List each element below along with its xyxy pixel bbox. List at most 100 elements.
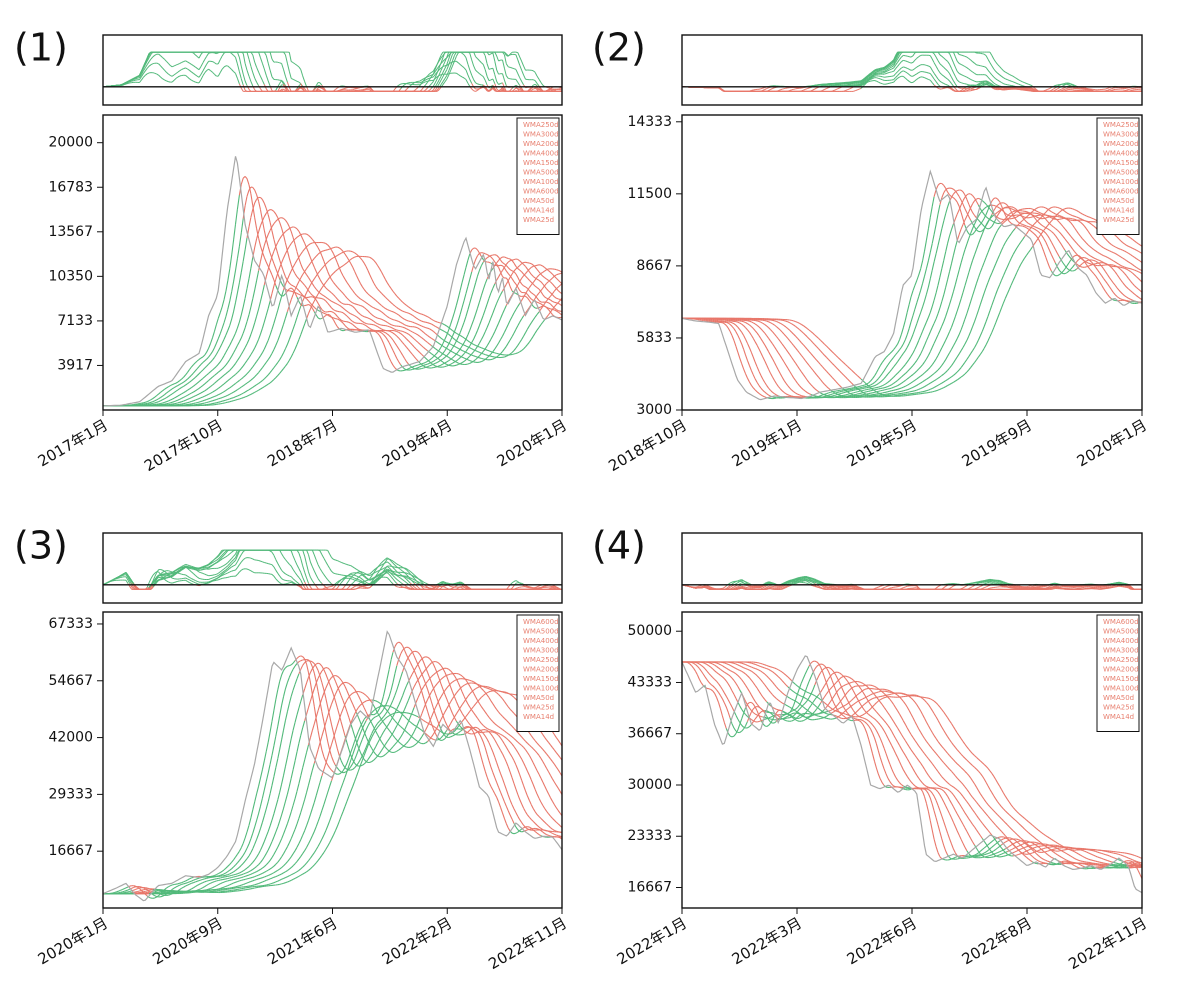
ma-segment xyxy=(525,286,528,289)
oscillator-segment xyxy=(442,52,446,58)
ma-segment xyxy=(221,299,225,308)
ma-segment xyxy=(290,284,294,287)
ma-segment xyxy=(185,402,188,404)
oscillator-segment xyxy=(296,88,300,92)
ma-segment xyxy=(233,399,236,402)
ma-segment xyxy=(206,356,209,360)
ma-segment xyxy=(212,390,215,393)
ma-segment xyxy=(189,392,192,395)
ma-segment xyxy=(544,300,548,304)
oscillator-segment xyxy=(467,82,471,87)
ma-segment xyxy=(185,372,188,376)
ma-segment xyxy=(256,389,259,392)
ma-segment xyxy=(525,328,528,333)
ma-segment xyxy=(507,273,511,277)
oscillator-segment xyxy=(204,55,208,60)
ma-segment xyxy=(415,358,419,362)
oscillator-segment xyxy=(421,86,425,90)
ma-segment xyxy=(236,195,240,210)
ma-segment xyxy=(356,295,359,298)
ma-segment xyxy=(273,279,277,287)
ma-segment xyxy=(281,233,284,237)
ma-segment xyxy=(319,317,323,320)
ma-segment xyxy=(300,329,304,335)
ma-segment xyxy=(185,383,188,386)
oscillator-segment xyxy=(502,59,505,69)
ma-segment xyxy=(551,290,555,295)
ma-segment xyxy=(534,276,538,281)
ma-segment xyxy=(417,318,421,321)
ma-segment xyxy=(233,332,237,338)
oscillator-segment xyxy=(248,59,252,67)
ma-segment xyxy=(503,267,507,272)
oscillator-segment xyxy=(419,82,423,86)
oscillator-segment xyxy=(296,80,300,83)
ma-segment xyxy=(235,381,238,384)
ma-segment xyxy=(233,396,236,399)
oscillator-segment xyxy=(144,73,148,76)
ma-segment xyxy=(534,285,538,289)
ma-segment xyxy=(411,309,415,312)
oscillator-segment xyxy=(503,87,507,92)
ma-segment xyxy=(265,238,269,247)
ma-segment xyxy=(206,393,209,396)
ma-segment xyxy=(421,330,425,333)
ma-segment xyxy=(348,299,352,303)
ma-segment xyxy=(177,383,181,386)
ma-segment xyxy=(383,319,386,322)
ma-segment xyxy=(458,333,461,336)
ma-segment xyxy=(417,312,421,315)
ma-segment xyxy=(519,263,523,266)
ma-segment xyxy=(296,256,300,261)
ma-segment xyxy=(261,321,265,329)
ma-segment xyxy=(254,198,258,204)
ma-segment xyxy=(483,353,486,356)
ma-segment xyxy=(171,383,175,386)
ma-segment xyxy=(369,318,373,321)
oscillator-segment xyxy=(193,72,196,76)
ma-segment xyxy=(394,333,398,337)
oscillator-segment xyxy=(261,63,265,70)
ma-segment xyxy=(500,259,503,263)
ma-segment xyxy=(396,358,400,363)
oscillator-segment xyxy=(479,60,482,63)
ma-segment xyxy=(371,319,375,322)
ma-segment xyxy=(515,345,519,349)
ma-segment xyxy=(515,352,518,355)
ma-segment xyxy=(373,315,376,318)
oscillator-segment xyxy=(238,83,242,89)
ma-segment xyxy=(191,396,194,399)
ma-segment xyxy=(275,272,279,280)
ma-segment xyxy=(338,319,342,322)
oscillator-segment xyxy=(265,88,269,92)
oscillator-segment xyxy=(469,69,473,76)
ma-segment xyxy=(384,347,388,354)
ma-segment xyxy=(173,386,177,389)
ma-segment xyxy=(432,354,436,357)
ma-segment xyxy=(177,394,181,397)
ma-segment xyxy=(267,356,271,361)
ma-segment xyxy=(352,251,355,254)
ma-segment xyxy=(413,338,417,342)
ma-segment xyxy=(421,320,424,323)
ma-segment xyxy=(515,292,519,296)
ma-segment xyxy=(183,384,186,387)
ma-segment xyxy=(486,354,490,357)
ma-segment xyxy=(223,395,227,398)
ma-segment xyxy=(517,281,521,286)
ma-segment xyxy=(189,397,192,400)
ma-segment xyxy=(284,344,288,350)
ma-segment xyxy=(530,298,534,301)
ma-segment xyxy=(396,320,400,323)
ma-segment xyxy=(471,289,475,297)
oscillator-segment xyxy=(235,73,238,79)
ma-segment xyxy=(196,359,200,362)
ma-segment xyxy=(323,310,326,313)
oscillator-segment xyxy=(167,62,171,66)
ma-segment xyxy=(419,319,423,322)
ma-segment xyxy=(321,294,325,297)
ma-segment xyxy=(146,400,150,403)
x-tick-label: 2019年4月 xyxy=(379,416,455,470)
oscillator-segment xyxy=(223,65,227,68)
ma-segment xyxy=(375,316,378,319)
